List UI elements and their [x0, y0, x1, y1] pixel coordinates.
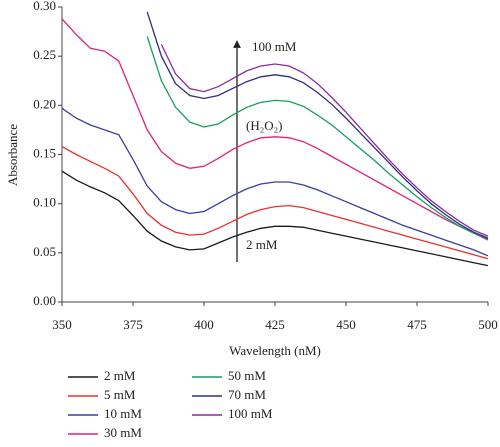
y-tick-label: 0.15 [33, 145, 56, 160]
series-line [61, 146, 489, 260]
y-tick-label: 0.00 [33, 293, 56, 308]
annotation: 2 mM [246, 237, 278, 252]
x-tick-label: 400 [194, 317, 214, 332]
legend-label: 50 mM [228, 368, 266, 383]
legend-label: 5 mM [104, 387, 136, 402]
annotation: (H₂O₂) [246, 118, 283, 133]
legend-label: 100 mM [228, 406, 273, 421]
y-tick-label: 0.10 [33, 195, 56, 210]
x-tick-label: 450 [336, 317, 356, 332]
legend-label: 30 mM [104, 425, 142, 440]
y-tick-label: 0.30 [33, 0, 56, 13]
x-tick-label: 500 [478, 317, 498, 332]
y-axis-label: Absorbance [5, 124, 20, 186]
x-tick-label: 375 [123, 317, 143, 332]
y-tick-label: 0.25 [33, 47, 56, 62]
x-tick-label: 350 [52, 317, 72, 332]
series-line [146, 36, 489, 240]
legend-label: 10 mM [104, 406, 142, 421]
series-line [61, 170, 489, 267]
x-tick-label: 475 [407, 317, 427, 332]
series-line [160, 44, 489, 237]
y-tick-label: 0.05 [33, 244, 56, 259]
series-line [61, 18, 489, 241]
x-tick-label: 425 [265, 317, 285, 332]
annotation: 100 mM [252, 39, 297, 54]
series-line [61, 107, 489, 257]
x-axis-label: Wavelength (nM) [229, 343, 321, 358]
series-line [146, 11, 489, 239]
legend-label: 70 mM [228, 387, 266, 402]
y-tick-label: 0.20 [33, 96, 56, 111]
legend-label: 2 mM [104, 368, 136, 383]
